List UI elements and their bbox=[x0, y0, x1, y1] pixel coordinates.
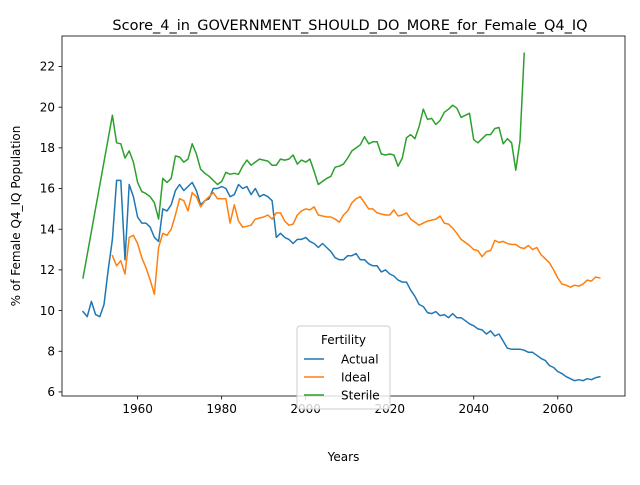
plot-area bbox=[81, 52, 601, 382]
y-axis: 6 8 10 12 14 16 18 20 22 bbox=[40, 60, 62, 399]
chart-title: Score_4_in_GOVERNMENT_SHOULD_DO_MORE_for… bbox=[112, 18, 587, 34]
legend-label-actual: Actual bbox=[341, 352, 379, 366]
legend-entries: Actual Ideal Sterile bbox=[304, 352, 380, 402]
legend-label-sterile: Sterile bbox=[341, 388, 380, 402]
x-tick-label: 2040 bbox=[458, 402, 489, 416]
y-tick-label: 12 bbox=[40, 263, 55, 277]
legend-box bbox=[296, 325, 391, 410]
legend-label-ideal: Ideal bbox=[341, 370, 370, 384]
y-tick-label: 22 bbox=[40, 60, 55, 74]
series-line-ideal bbox=[111, 191, 601, 296]
y-axis-label: % of Female Q4_IQ Population bbox=[9, 126, 23, 307]
x-tick-label: 2060 bbox=[543, 402, 574, 416]
x-axis-label: Years bbox=[327, 450, 360, 464]
y-tick-label: 10 bbox=[40, 304, 55, 318]
y-tick-label: 8 bbox=[47, 344, 55, 358]
series-line-sterile bbox=[82, 52, 525, 279]
y-tick-label: 6 bbox=[47, 385, 55, 399]
x-tick-label: 1980 bbox=[206, 402, 237, 416]
y-tick-label: 18 bbox=[40, 141, 55, 155]
y-tick-label: 14 bbox=[40, 222, 55, 236]
legend-title: Fertility bbox=[321, 333, 366, 347]
x-tick-label: 1960 bbox=[122, 402, 153, 416]
legend: Fertility Actual Ideal Sterile bbox=[296, 325, 391, 410]
series-line-actual bbox=[81, 179, 601, 382]
y-tick-label: 16 bbox=[40, 182, 55, 196]
y-tick-label: 20 bbox=[40, 100, 55, 114]
